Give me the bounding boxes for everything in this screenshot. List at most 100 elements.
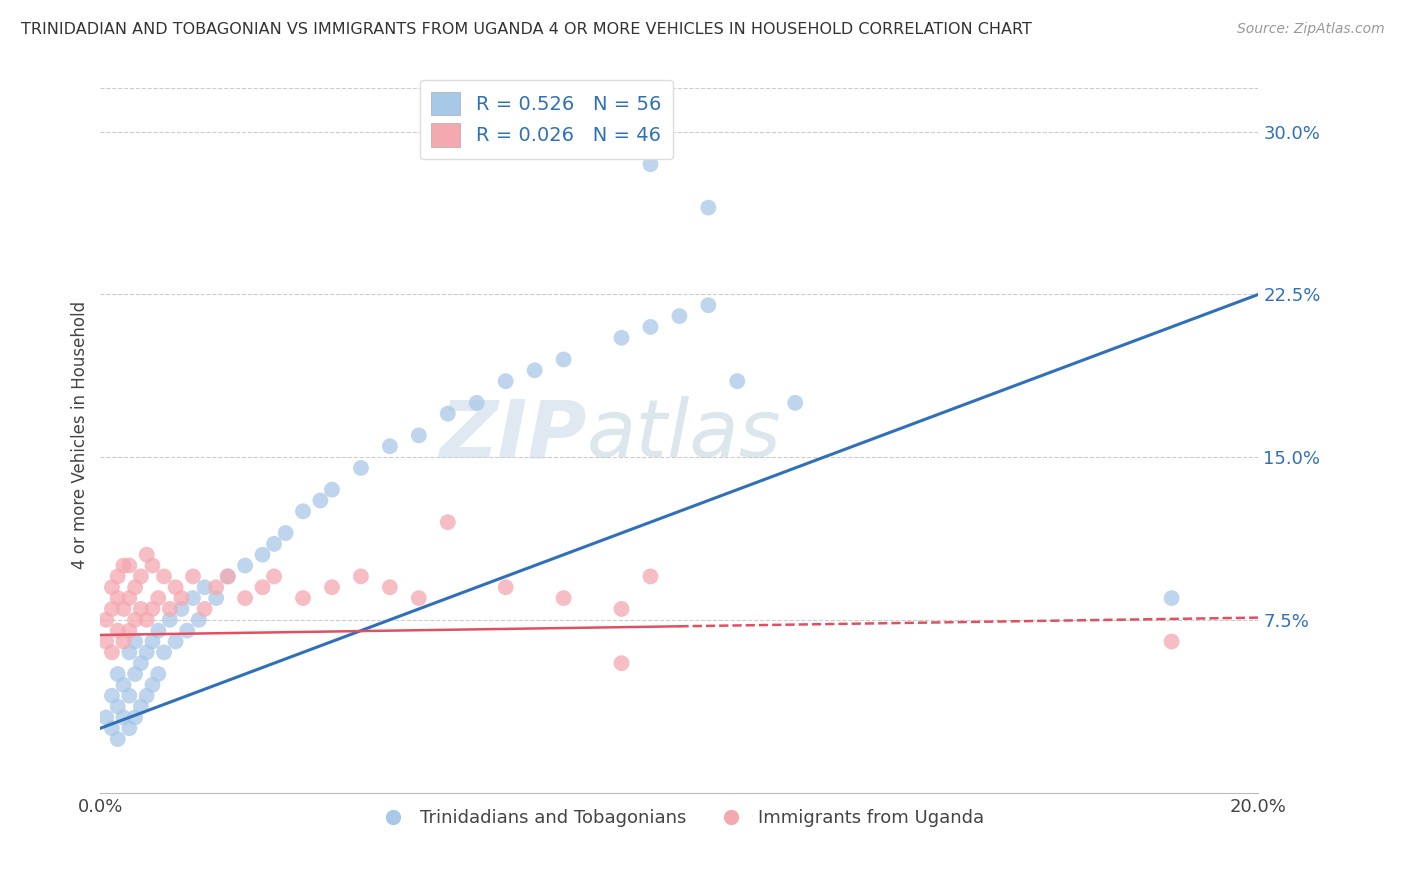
Point xyxy=(159,602,181,616)
Point xyxy=(465,396,488,410)
Point xyxy=(112,678,135,692)
Point xyxy=(107,591,129,606)
Point xyxy=(233,558,256,573)
Point xyxy=(181,591,204,606)
Point xyxy=(668,309,690,323)
Point xyxy=(94,613,117,627)
Point xyxy=(141,678,163,692)
Point xyxy=(107,624,129,638)
Point xyxy=(523,363,546,377)
Point xyxy=(194,580,217,594)
Point xyxy=(124,710,146,724)
Point xyxy=(640,157,662,171)
Point xyxy=(350,461,373,475)
Point xyxy=(159,613,181,627)
Point xyxy=(118,645,141,659)
Point xyxy=(118,558,141,573)
Point xyxy=(165,580,187,594)
Point xyxy=(148,591,170,606)
Point xyxy=(408,428,430,442)
Point xyxy=(436,515,458,529)
Point xyxy=(181,569,204,583)
Point xyxy=(94,710,117,724)
Point xyxy=(129,699,152,714)
Point xyxy=(725,374,748,388)
Point xyxy=(101,645,124,659)
Point xyxy=(217,569,239,583)
Point xyxy=(350,569,373,583)
Point xyxy=(610,331,633,345)
Point xyxy=(141,602,163,616)
Point xyxy=(124,667,146,681)
Point xyxy=(141,558,163,573)
Point xyxy=(112,558,135,573)
Point xyxy=(610,656,633,670)
Text: Source: ZipAtlas.com: Source: ZipAtlas.com xyxy=(1237,22,1385,37)
Point xyxy=(101,689,124,703)
Legend: Trinidadians and Tobagonians, Immigrants from Uganda: Trinidadians and Tobagonians, Immigrants… xyxy=(367,802,991,834)
Point xyxy=(153,569,176,583)
Point xyxy=(785,396,807,410)
Point xyxy=(107,667,129,681)
Point xyxy=(165,634,187,648)
Text: atlas: atlas xyxy=(586,396,782,475)
Point xyxy=(610,602,633,616)
Point xyxy=(153,645,176,659)
Point xyxy=(233,591,256,606)
Point xyxy=(124,634,146,648)
Point xyxy=(436,407,458,421)
Point xyxy=(553,352,575,367)
Point xyxy=(170,591,193,606)
Point xyxy=(263,569,285,583)
Point xyxy=(107,732,129,747)
Point xyxy=(124,613,146,627)
Point xyxy=(124,580,146,594)
Point xyxy=(640,320,662,334)
Point xyxy=(112,634,135,648)
Point xyxy=(309,493,332,508)
Point xyxy=(112,602,135,616)
Point xyxy=(107,699,129,714)
Point xyxy=(205,591,228,606)
Point xyxy=(697,298,720,312)
Point xyxy=(118,689,141,703)
Point xyxy=(148,624,170,638)
Point xyxy=(129,569,152,583)
Point xyxy=(129,602,152,616)
Point xyxy=(187,613,209,627)
Point xyxy=(292,591,315,606)
Point xyxy=(176,624,198,638)
Point xyxy=(1160,634,1182,648)
Point xyxy=(94,634,117,648)
Point xyxy=(495,580,517,594)
Point xyxy=(378,580,401,594)
Point xyxy=(141,634,163,648)
Point xyxy=(252,580,274,594)
Point xyxy=(118,721,141,735)
Point xyxy=(274,526,297,541)
Point xyxy=(118,591,141,606)
Point xyxy=(129,656,152,670)
Point xyxy=(135,689,157,703)
Text: ZIP: ZIP xyxy=(440,396,586,475)
Point xyxy=(217,569,239,583)
Point xyxy=(640,569,662,583)
Point xyxy=(194,602,217,616)
Point xyxy=(408,591,430,606)
Point xyxy=(495,374,517,388)
Text: TRINIDADIAN AND TOBAGONIAN VS IMMIGRANTS FROM UGANDA 4 OR MORE VEHICLES IN HOUSE: TRINIDADIAN AND TOBAGONIAN VS IMMIGRANTS… xyxy=(21,22,1032,37)
Point xyxy=(112,710,135,724)
Point xyxy=(101,602,124,616)
Point xyxy=(697,201,720,215)
Point xyxy=(553,591,575,606)
Y-axis label: 4 or more Vehicles in Household: 4 or more Vehicles in Household xyxy=(72,301,89,569)
Point xyxy=(118,624,141,638)
Point xyxy=(292,504,315,518)
Point xyxy=(101,721,124,735)
Point xyxy=(107,569,129,583)
Point xyxy=(170,602,193,616)
Point xyxy=(135,613,157,627)
Point xyxy=(263,537,285,551)
Point xyxy=(1160,591,1182,606)
Point xyxy=(252,548,274,562)
